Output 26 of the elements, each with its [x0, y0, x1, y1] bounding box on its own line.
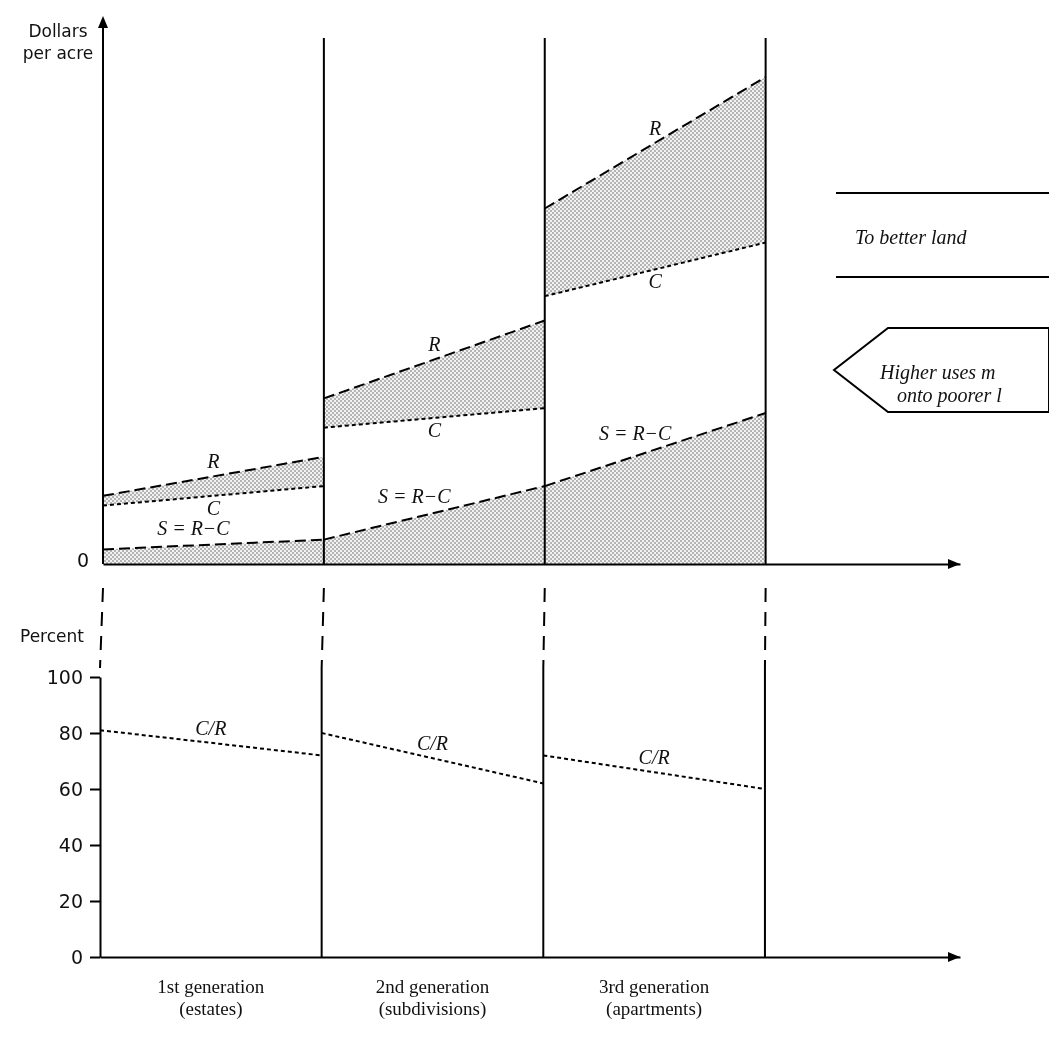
series-label: C — [648, 270, 663, 293]
y-tick-label: 60 — [58, 777, 83, 800]
y-tick-label: 100 — [46, 665, 83, 688]
y-tick-label: 20 — [58, 889, 83, 912]
series-label: C/R — [195, 716, 227, 739]
x-tick-label: 2nd generation (subdivisions) — [375, 976, 490, 1020]
annotation: Higher uses m — [879, 361, 996, 384]
series-label: C/R — [416, 732, 449, 755]
series-label: S = R−C — [157, 516, 231, 539]
series-label: R — [427, 333, 441, 356]
y-tick-label: 0 — [70, 945, 83, 968]
y-axis-title: Percent — [20, 626, 85, 646]
x-tick-label: 3rd generation (apartments) — [598, 976, 710, 1020]
y-tick-label: 80 — [58, 721, 83, 744]
y-tick-label: 40 — [58, 833, 83, 856]
x-tick-label: 1st generation (estates) — [157, 976, 265, 1020]
annotation: To better land — [855, 226, 968, 248]
y-axis-title: Dollars per acre — [22, 21, 94, 63]
series-label: R — [206, 450, 220, 473]
series-label: S = R−C — [378, 484, 452, 507]
series-label: C/R — [638, 746, 670, 769]
series-label: C — [206, 496, 221, 519]
annotation: onto poorer l — [897, 384, 1003, 407]
series-label: S = R−C — [598, 421, 673, 444]
series-label: R — [648, 116, 662, 139]
series-label: C — [427, 418, 442, 441]
